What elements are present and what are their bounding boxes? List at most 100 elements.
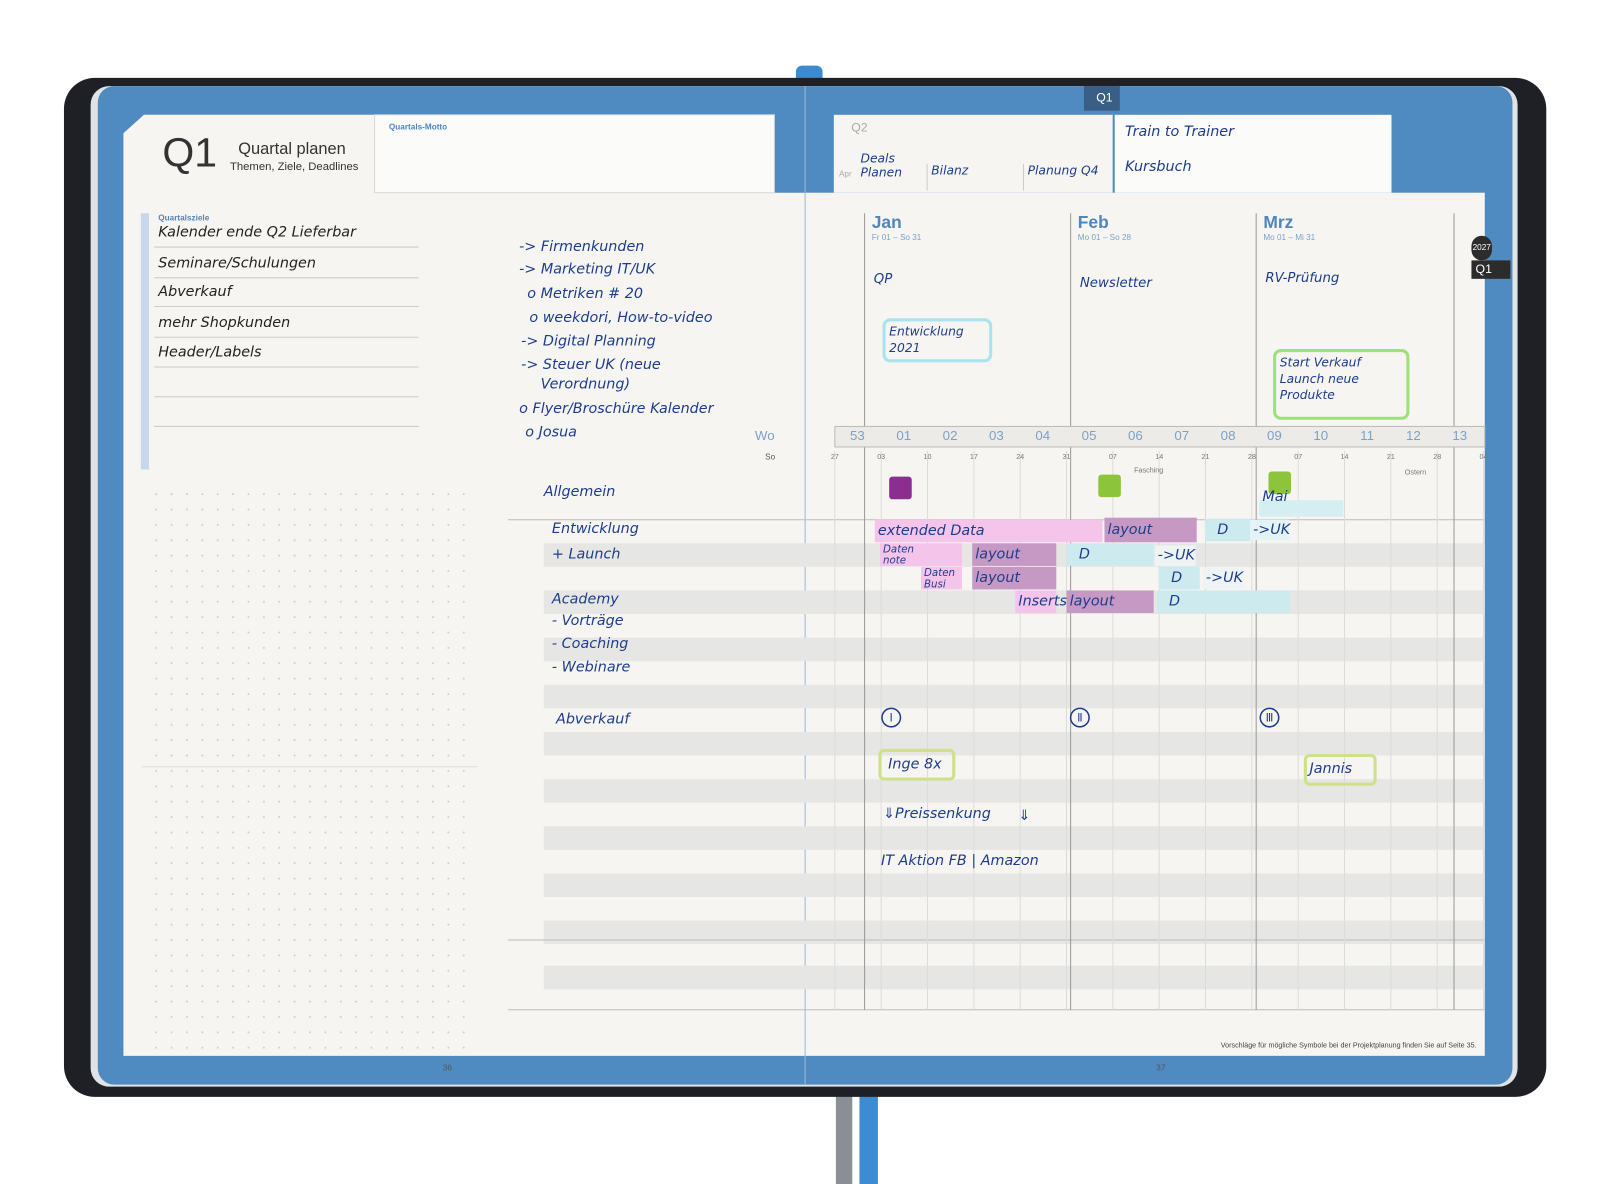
week-number: 01 [896,428,911,443]
week-number: 02 [943,428,958,443]
bar [972,566,1057,590]
month-range: Fr 01 – So 31 [872,233,922,242]
goal: Header/Labels [158,345,262,361]
icon [1098,474,1121,498]
week-number: 08 [1221,428,1236,443]
bar [874,519,1103,543]
bar [1250,519,1289,541]
note: o Metriken # 20 [527,286,643,302]
day-number: 31 [1063,453,1071,461]
week-number: 03 [989,428,1004,443]
bar-label: D [1079,547,1090,563]
row-label: - Coaching [552,636,628,652]
month-note: RV-Prüfung [1265,271,1339,286]
month-note: Newsletter [1080,276,1153,291]
q1-tab [1083,86,1120,111]
note: -> Firmenkunden [519,239,644,255]
bar-label: D [1217,522,1228,538]
bar [1066,543,1154,566]
note: o Josua [525,425,577,441]
bar-label: Mai [1262,489,1287,505]
bar [920,566,962,590]
bar-label: layout [1108,522,1154,538]
quarter-tab [1471,260,1511,279]
week-number: 09 [1267,428,1282,443]
bar-label: Daten [924,567,955,579]
row-stripe [543,826,1485,850]
bar [1204,518,1251,542]
month-note: QP [874,272,893,287]
bar-label: ->UK [1206,570,1245,586]
row-stripe [543,873,1485,897]
subtitle: Quartal planen [238,140,346,158]
week-number: 06 [1128,428,1143,443]
row-stripe [543,637,1485,662]
row-label: Allgemein [543,484,616,500]
note-box [1273,349,1410,420]
bar-label: ->UK [1158,548,1197,564]
bar-label: layout [975,547,1021,563]
row-stripe [543,684,1485,709]
bar [972,543,1057,566]
day-number: 10 [924,453,932,461]
quarter-title: Q1 [162,130,217,176]
note: o Flyer/Broschüre Kalender [519,401,714,417]
day-number: 07 [1294,453,1302,461]
bar-label: D [1169,594,1180,610]
note-line: 2021 [889,341,920,355]
note-box [882,318,993,363]
day-number: 28 [1433,453,1441,461]
q2-box [833,114,1113,193]
day-number: 14 [1155,453,1163,461]
row-label: Entwicklung [552,521,639,537]
week-label: Wo [755,428,775,443]
page-number: 37 [1156,1063,1166,1072]
bar-label: note [883,555,906,567]
month-name: Jan [872,212,902,232]
q2-item: Bilanz [931,164,969,178]
bar-label: Daten [883,543,914,555]
entry: IT Aktion FB | Amazon [881,853,1039,869]
row-stripe [543,590,1485,615]
entry: ⇓ [1018,808,1030,824]
week-number: 05 [1082,428,1097,443]
motto-label: Quartals-Motto [389,122,447,131]
note-line: Start Verkauf [1280,355,1363,369]
milestone [881,707,902,728]
goal: Kalender ende Q2 Lieferbar [158,225,357,241]
motto-note: Kursbuch [1125,159,1192,175]
row-stripe [543,731,1485,756]
row-label: - Vorträge [552,613,624,629]
milestone-label: Ⅱ [1077,712,1083,725]
bar-label: ->UK [1253,522,1292,538]
right-page [805,192,1485,1056]
bar [1202,567,1244,589]
month-range: Mo 01 – Mi 31 [1263,233,1315,242]
day-number: 07 [1109,453,1117,461]
week-number: 53 [850,428,865,443]
caption: Themen, Ziele, Deadlines [230,161,359,173]
milestone [1259,707,1280,728]
week-number: 07 [1174,428,1189,443]
q2-item: Planung Q4 [1028,164,1099,178]
month-range: Mo 01 – So 28 [1078,233,1132,242]
bar [1104,517,1197,543]
week-number: 04 [1035,428,1050,443]
year-tab [1471,235,1492,261]
q2-item: Planen [860,166,902,180]
month-name: Mrz [1263,212,1293,232]
day-label: So [765,452,775,461]
side-tab: 2027 [1473,243,1492,252]
bar-label: layout [1070,594,1116,610]
holiday: Ostern [1405,468,1426,476]
note-line: Launch neue [1280,372,1360,386]
icon [1268,471,1292,495]
row-label: - Webinare [552,659,631,675]
week-number: 11 [1360,428,1374,443]
bar [1154,545,1196,566]
goal: mehr Shopkunden [158,315,290,331]
entry: ⇓Preissenkung [883,806,991,822]
bar [1015,590,1057,614]
q2-month: Apr [839,169,852,178]
row-label: Abverkauf [555,712,631,728]
